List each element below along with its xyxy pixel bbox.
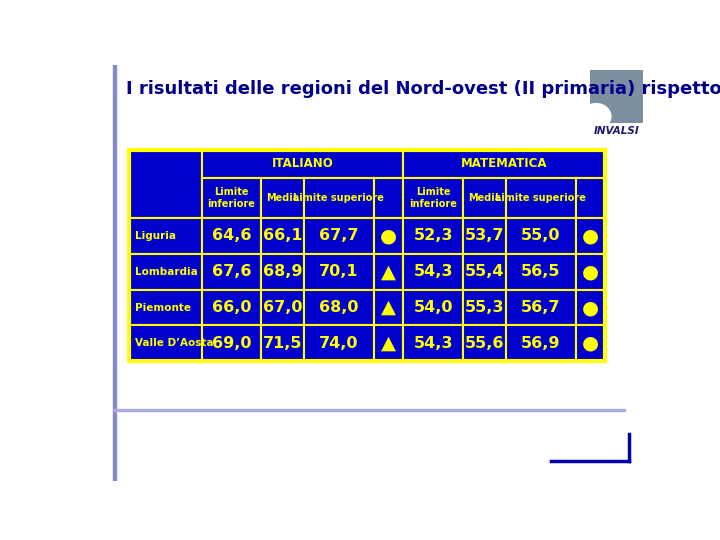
Text: ●: ●	[582, 226, 599, 245]
Text: 64,6: 64,6	[212, 228, 251, 244]
Text: ●: ●	[582, 298, 599, 317]
Text: 52,3: 52,3	[413, 228, 453, 244]
Bar	[374, 178, 403, 218]
Bar	[129, 218, 202, 254]
Text: 66,1: 66,1	[263, 228, 302, 244]
Text: Lombardia: Lombardia	[135, 267, 198, 276]
Text: 70,1: 70,1	[319, 264, 359, 279]
Text: 69,0: 69,0	[212, 336, 251, 351]
Bar	[590, 70, 642, 123]
Bar	[463, 254, 506, 289]
Bar	[575, 326, 606, 361]
Text: 68,9: 68,9	[263, 264, 302, 279]
Bar	[374, 326, 403, 361]
Text: Media: Media	[266, 193, 300, 202]
Text: Limite
inferiore: Limite inferiore	[410, 186, 457, 209]
Bar	[575, 178, 606, 218]
Bar	[261, 326, 304, 361]
Bar	[202, 326, 261, 361]
Bar	[506, 289, 575, 326]
Bar	[202, 254, 261, 289]
Bar	[261, 254, 304, 289]
Ellipse shape	[580, 103, 611, 130]
Text: 54,0: 54,0	[413, 300, 453, 315]
Text: ●: ●	[582, 262, 599, 281]
Text: ●: ●	[582, 334, 599, 353]
Bar	[304, 218, 374, 254]
Bar	[261, 218, 304, 254]
Bar	[403, 326, 463, 361]
Text: ▲: ▲	[381, 298, 396, 317]
Bar	[403, 150, 606, 178]
Text: 68,0: 68,0	[319, 300, 359, 315]
Text: Limite superiore: Limite superiore	[294, 193, 384, 202]
Text: 55,4: 55,4	[465, 264, 504, 279]
Text: 56,5: 56,5	[521, 264, 561, 279]
Text: Liguria: Liguria	[135, 231, 176, 241]
Bar	[463, 289, 506, 326]
Text: 55,3: 55,3	[465, 300, 504, 315]
Bar	[202, 218, 261, 254]
Text: 56,7: 56,7	[521, 300, 561, 315]
Text: ●: ●	[380, 226, 397, 245]
Text: 53,7: 53,7	[465, 228, 504, 244]
Bar	[129, 150, 606, 361]
Bar	[261, 178, 304, 218]
Bar	[506, 218, 575, 254]
Text: ▲: ▲	[381, 334, 396, 353]
Text: Piemonte: Piemonte	[135, 302, 191, 313]
Bar	[463, 178, 506, 218]
Text: MATEMATICA: MATEMATICA	[462, 157, 548, 170]
Bar	[113, 65, 116, 481]
Bar	[403, 289, 463, 326]
Bar	[261, 289, 304, 326]
Bar	[304, 178, 374, 218]
Text: 54,3: 54,3	[413, 336, 453, 351]
Bar	[575, 218, 606, 254]
Text: INVALSI: INVALSI	[593, 126, 639, 136]
Text: I risultati delle regioni del Nord-ovest (II primaria) rispetto all’Italia: I risultati delle regioni del Nord-ovest…	[126, 80, 720, 98]
Text: 74,0: 74,0	[319, 336, 359, 351]
Bar	[506, 254, 575, 289]
Bar	[202, 150, 403, 178]
Bar	[575, 254, 606, 289]
Text: Limite
inferiore: Limite inferiore	[207, 186, 256, 209]
Text: 55,0: 55,0	[521, 228, 561, 244]
Bar	[113, 409, 625, 411]
Bar	[374, 289, 403, 326]
Bar	[463, 326, 506, 361]
Bar	[403, 178, 463, 218]
Text: 67,0: 67,0	[263, 300, 302, 315]
Bar	[304, 254, 374, 289]
Text: Media: Media	[468, 193, 501, 202]
Bar	[129, 326, 202, 361]
Bar	[374, 254, 403, 289]
Bar	[506, 178, 575, 218]
Text: Valle D’Aosta: Valle D’Aosta	[135, 339, 213, 348]
Bar	[506, 326, 575, 361]
Bar	[403, 218, 463, 254]
Bar	[304, 326, 374, 361]
Text: 67,7: 67,7	[319, 228, 359, 244]
Bar	[202, 289, 261, 326]
Text: 71,5: 71,5	[263, 336, 302, 351]
Text: 66,0: 66,0	[212, 300, 251, 315]
Bar	[463, 218, 506, 254]
Text: 54,3: 54,3	[413, 264, 453, 279]
Text: 55,6: 55,6	[465, 336, 504, 351]
Text: ▲: ▲	[381, 262, 396, 281]
Text: 56,9: 56,9	[521, 336, 561, 351]
Bar	[129, 150, 202, 218]
Text: 67,6: 67,6	[212, 264, 251, 279]
Bar	[129, 289, 202, 326]
Text: Limite superiore: Limite superiore	[495, 193, 586, 202]
Text: ITALIANO: ITALIANO	[271, 157, 333, 170]
Bar	[304, 289, 374, 326]
Bar	[374, 218, 403, 254]
Bar	[202, 178, 261, 218]
Bar	[129, 254, 202, 289]
Bar	[575, 289, 606, 326]
Bar	[403, 254, 463, 289]
